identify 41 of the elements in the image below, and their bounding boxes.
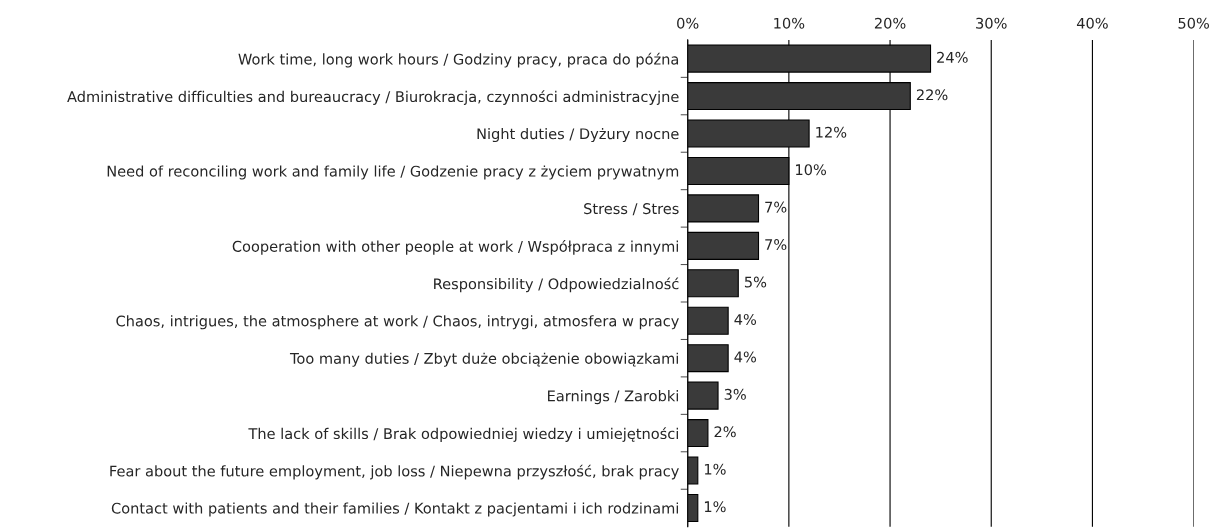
bar [687,194,760,223]
data-label: 7% [765,239,787,251]
bar [687,306,729,335]
y-tick-label: Night duties / Dyżury nocne [477,127,679,143]
y-tick-label: Fear about the future employment, job loss / Niepewna przyszłość, brak pracy [110,464,679,480]
data-label: 3% [724,388,746,400]
data-label: 10% [796,164,827,176]
y-tick-label: Administrative difficulties and bureaucracy / Biurokracja, czynności administracyjne [67,90,679,105]
y-tick-label: The lack of skills / Brak odpowiedniej wiedzy i umiejętności [248,427,678,442]
data-label: 7% [765,201,787,213]
bar [687,381,719,410]
data-label: 1% [704,501,726,513]
y-tick-label: Responsibility / Odpowiedzialność [434,277,679,293]
y-tick-label: Too many duties / Zbyt duże obciążenie obowiązkami [289,352,678,367]
data-label: 4% [734,313,757,325]
data-label: 5% [744,276,767,288]
data-label: 12% [816,126,847,138]
bar [687,269,739,298]
data-label: 4% [734,351,757,363]
y-tick-label: Work time, long work hours / Godziny pracy, praca do późna [238,52,679,68]
y-tick-label: Cooperation with other people at work / Współpraca z innymi [232,240,678,255]
data-label: 24% [937,51,968,63]
y-tick-label: Need of reconciling work and family life / Godzenie pracy z życiem prywatnym [107,165,679,180]
y-tick-label: Chaos, intrigues, the atmosphere at work / Chaos, intrygi, atmosfera w pracy [116,315,679,330]
bar [687,344,729,373]
x-tick-label: 50% [1178,17,1210,29]
bar [687,493,699,522]
y-tick-label: Contact with patients and their families / Kontakt z pacjentami i ich rodzinami [111,502,678,517]
bar [687,231,760,260]
bar [687,456,699,485]
x-tick-label: 30% [976,17,1007,29]
x-tick-label: 0% [677,17,699,29]
y-tick-label: Stress / Stres [584,203,679,216]
x-tick-label: 10% [774,17,805,29]
data-label: 22% [916,89,948,101]
x-tick-label: 20% [874,17,906,29]
data-label: 1% [704,463,726,475]
x-tick-label: 40% [1076,17,1108,29]
data-label: 2% [714,426,736,438]
y-tick-label: Earnings / Zarobki [548,390,678,405]
bar [687,419,709,448]
